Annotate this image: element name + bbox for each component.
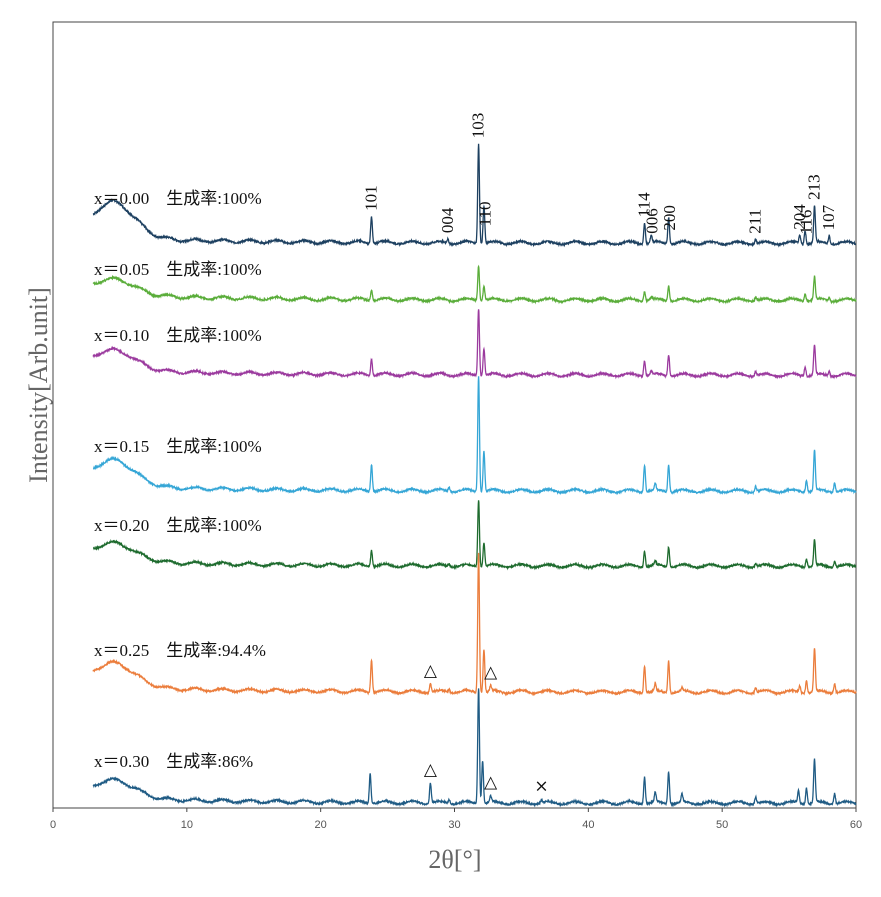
series-line: [92, 264, 857, 305]
series-label: x＝0.05 生成率:100%: [94, 260, 262, 279]
peak-index-label: 200: [660, 205, 679, 231]
series-label: x＝0.30 生成率:86%: [94, 752, 253, 771]
x-tick-label: 0: [50, 819, 56, 831]
x-tick-label: 60: [850, 819, 862, 831]
y-axis-title: Intensity[Arb.unit]: [24, 287, 53, 483]
triangle-marker: △: [424, 661, 438, 681]
series-label: x＝0.15 生成率:100%: [94, 437, 262, 456]
peak-index-label: 103: [469, 113, 488, 139]
peak-index-label: 107: [819, 204, 838, 230]
triangle-marker: △: [484, 773, 498, 793]
x-tick-label: 30: [448, 819, 460, 831]
series-group: x＝0.00 生成率:100% x＝0.05 生成率:100% x＝0.10 生成率…: [92, 143, 857, 808]
peak-index-label: 211: [746, 209, 765, 234]
series-label: x＝0.10 生成率:100%: [94, 326, 262, 345]
peak-index-label: 006: [643, 208, 662, 234]
peak-index-label: 213: [805, 174, 824, 200]
peak-index-label: 110: [475, 202, 494, 227]
peak-index-label: 116: [797, 210, 816, 235]
peak-index-label: 101: [362, 185, 381, 211]
triangle-marker: △: [424, 760, 438, 780]
x-tick-label: 40: [582, 819, 594, 831]
series-line: [92, 376, 857, 496]
series-line: [92, 143, 857, 248]
x-axis-ticks: 0 10 20 30 40 50 60: [50, 808, 862, 831]
series-line: [92, 500, 857, 571]
x-axis-title: 2θ[°]: [428, 845, 481, 874]
phase-markers-group: △ △ △ △ ×: [424, 661, 549, 797]
series-line: [92, 552, 857, 697]
x-tick-label: 50: [716, 819, 728, 831]
cross-marker: ×: [534, 777, 548, 797]
x-tick-label: 10: [181, 819, 193, 831]
series-line: [92, 309, 857, 380]
series-label: x＝0.25 生成率:94.4%: [94, 641, 266, 660]
triangle-marker: △: [484, 662, 498, 682]
peak-index-label: 004: [438, 207, 457, 233]
series-label: x＝0.00 生成率:100%: [94, 189, 262, 208]
peak-index-label: 114: [635, 192, 654, 217]
x-tick-label: 20: [315, 819, 327, 831]
peak-index-label: 204: [790, 204, 809, 230]
series-line: [92, 688, 857, 808]
series-label: x＝0.20 生成率:100%: [94, 516, 262, 535]
